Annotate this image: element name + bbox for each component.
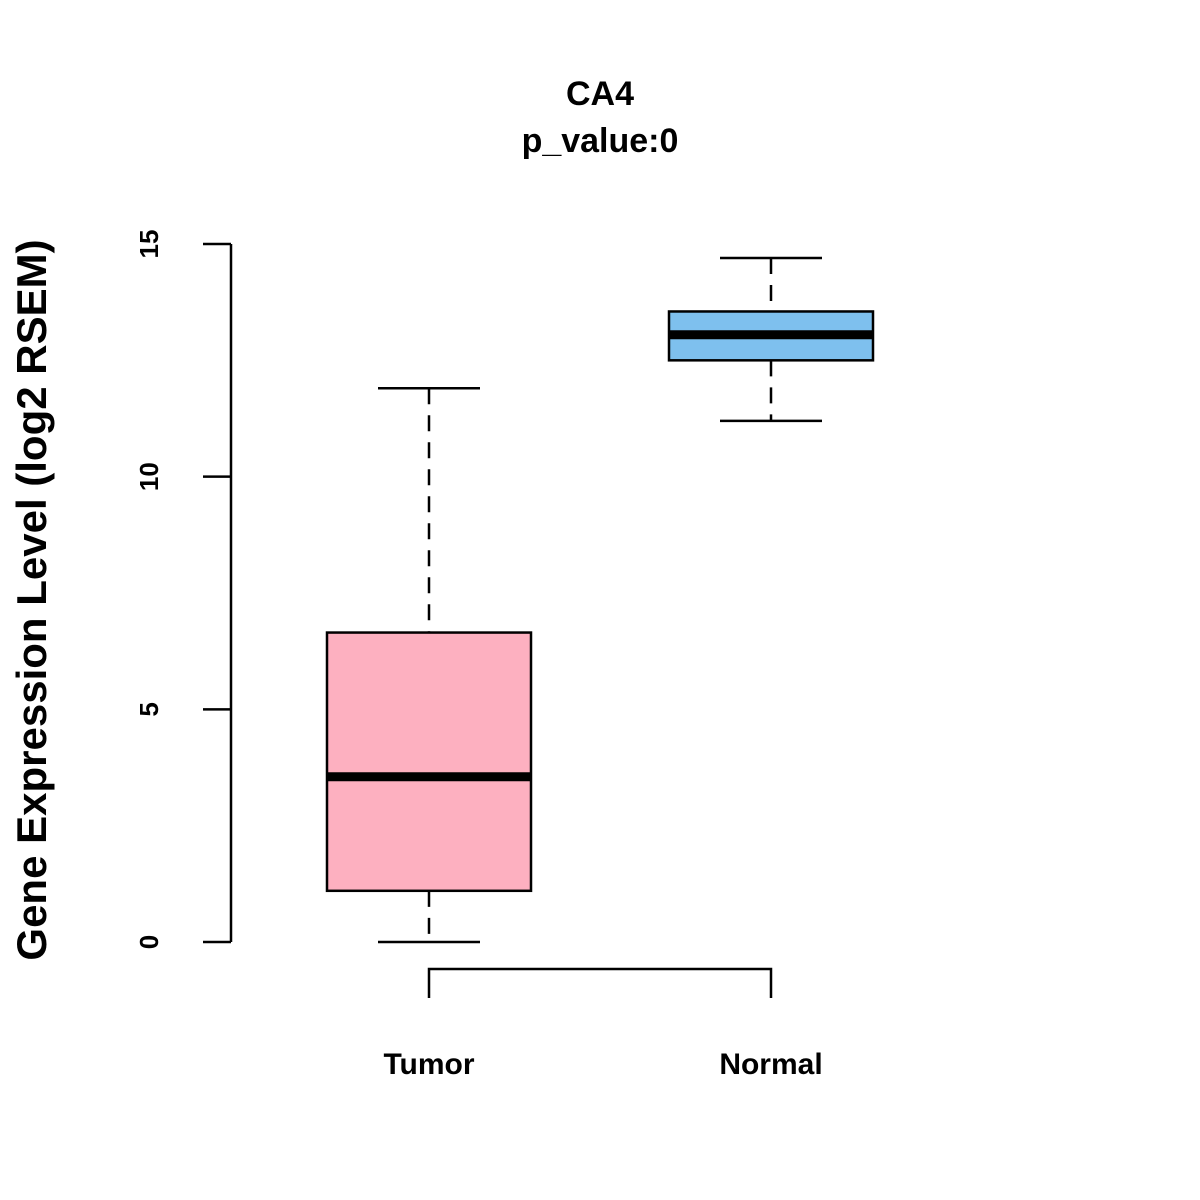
comparison-bracket <box>427 967 773 998</box>
tumor-category-label: Tumor <box>383 1048 474 1081</box>
y-tick-label-15: 15 <box>134 230 164 259</box>
y-axis-label: Gene Expression Level (log2 RSEM) <box>8 239 55 960</box>
tumor-box <box>325 631 533 893</box>
chart-title: CA4 <box>566 75 634 113</box>
plot-area: 0 5 10 15 Tumor Normal <box>134 230 875 1081</box>
normal-category-label: Normal <box>719 1048 822 1081</box>
y-tick-label-10: 10 <box>134 462 164 491</box>
y-tick-label-5: 5 <box>134 702 164 716</box>
chart-subtitle: p_value:0 <box>522 122 679 160</box>
y-tick-label-0: 0 <box>134 935 164 949</box>
